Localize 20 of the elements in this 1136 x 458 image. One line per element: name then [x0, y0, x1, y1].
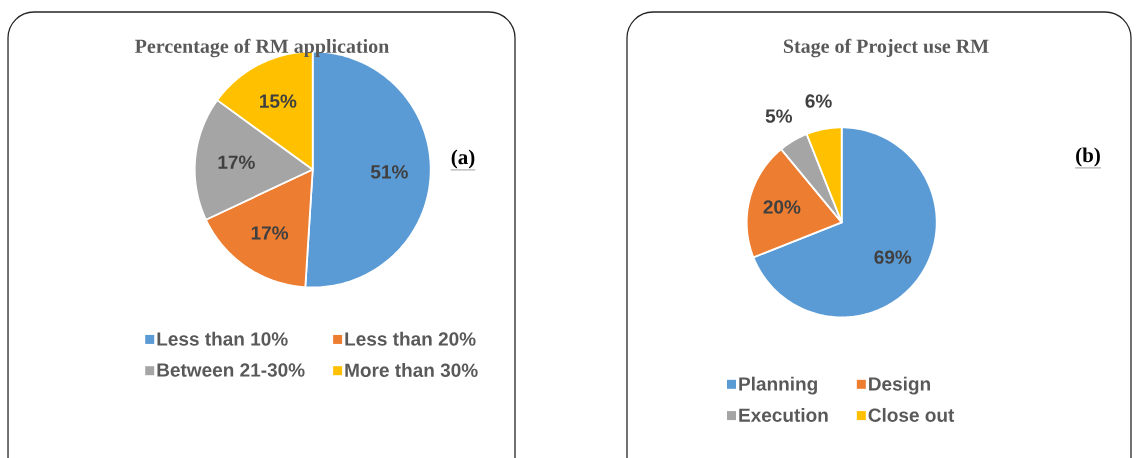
- data-label: 69%: [874, 250, 912, 264]
- legend-label: Design: [869, 376, 930, 395]
- legend-label: Less than 10%: [157, 331, 288, 346]
- chart-title: Percentage of RM application: [135, 38, 389, 58]
- legend-label: Less than 20%: [345, 331, 476, 346]
- data-label: 17%: [251, 226, 289, 240]
- chart-title: Stage of Project use RM: [783, 38, 989, 58]
- legend-label: Execution: [739, 407, 828, 422]
- legend-label: Close out: [868, 407, 955, 422]
- legend-label: More than 30%: [345, 363, 478, 378]
- legend-label: Between 21-30%: [157, 363, 305, 377]
- legend-label: Planning: [739, 376, 817, 395]
- text: (b): [1076, 147, 1100, 167]
- data-label: 6%: [805, 94, 832, 108]
- data-label: 5%: [765, 109, 793, 123]
- data-label: 20%: [763, 200, 801, 214]
- data-label: 15%: [260, 94, 297, 108]
- data-label: 17%: [218, 155, 255, 169]
- text: (a): [451, 149, 475, 169]
- data-label: 51%: [370, 165, 408, 179]
